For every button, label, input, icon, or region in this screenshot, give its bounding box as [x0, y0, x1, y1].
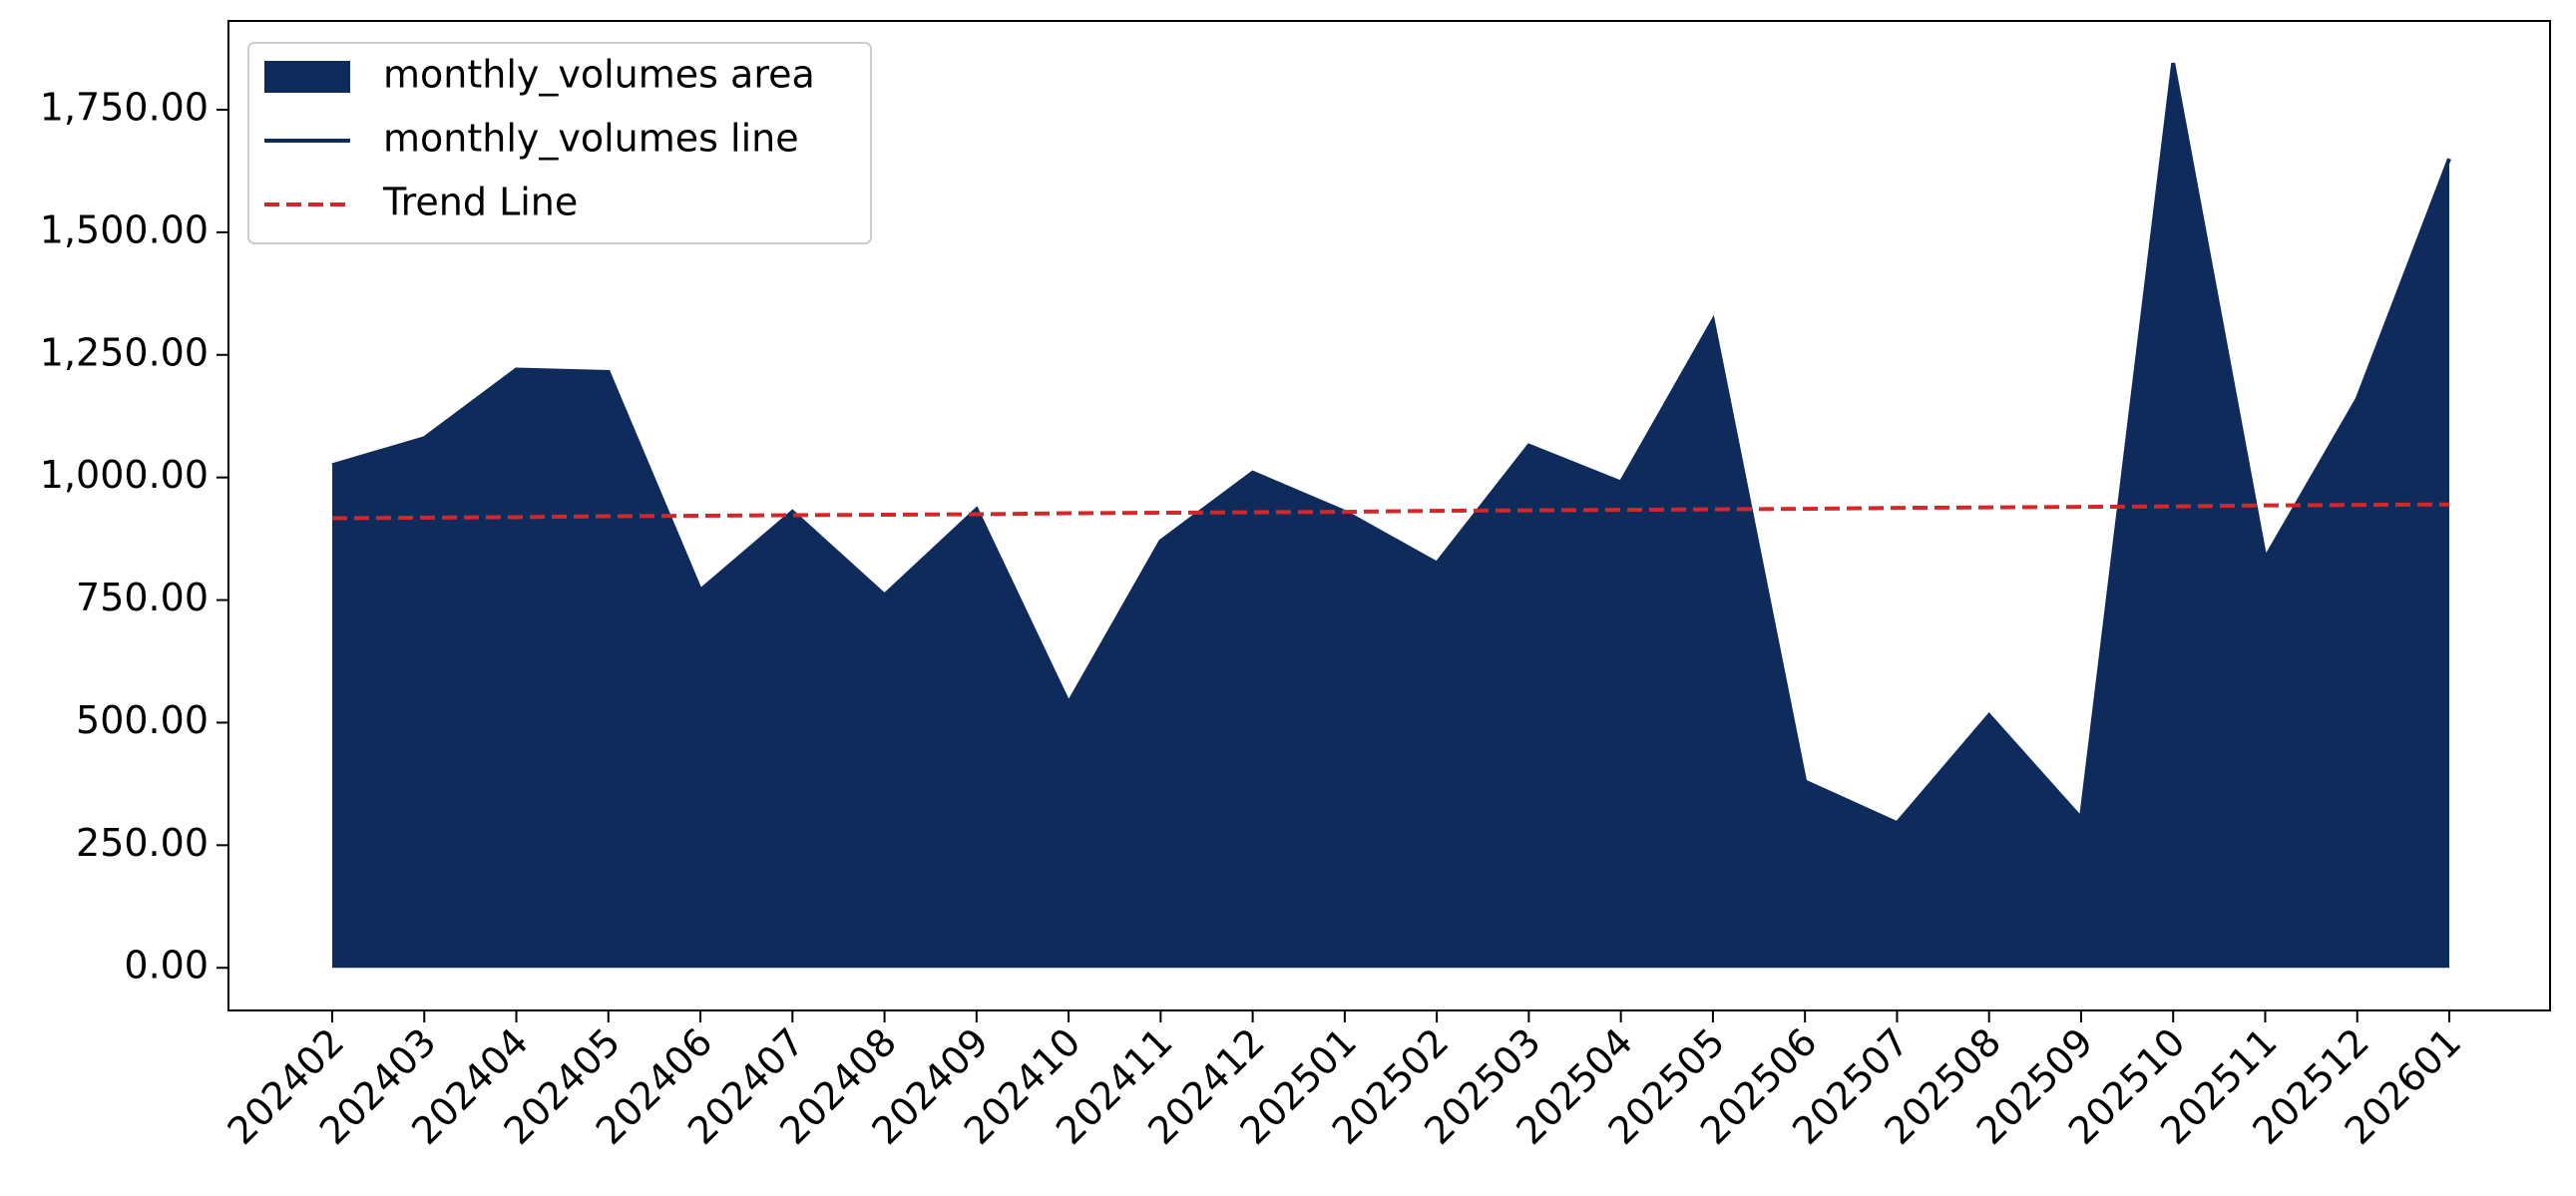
legend-box: [247, 42, 872, 244]
line: [331, 62, 2451, 826]
legend-label: monthly_volumes area: [383, 53, 815, 97]
area: [332, 63, 2449, 969]
y-tick-label: 500.00: [76, 698, 209, 742]
legend-label: monthly_volumes line: [383, 117, 799, 161]
legend-label: Trend Line: [382, 181, 578, 224]
trend-line: [331, 502, 2450, 521]
y-tick-label: 1,500.00: [40, 207, 209, 251]
y-tick-label: 1,750.00: [40, 85, 209, 129]
y-tick-label: 0.00: [124, 944, 209, 988]
y-tick-label: 750.00: [76, 576, 209, 619]
y-tick-label: 1,000.00: [40, 453, 209, 497]
legend-swatch: [264, 61, 350, 93]
y-tick-label: 1,250.00: [40, 330, 209, 374]
plot-frame: [227, 20, 2551, 1011]
y-tick-label: 250.00: [76, 821, 209, 865]
legend: monthly_volumes area monthly_volumes line…: [247, 42, 872, 244]
